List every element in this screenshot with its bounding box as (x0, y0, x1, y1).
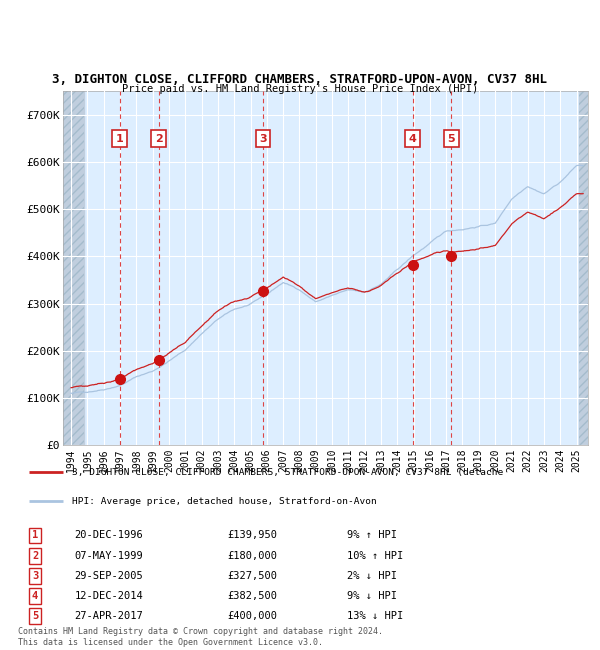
Text: 12-DEC-2014: 12-DEC-2014 (75, 591, 143, 601)
Bar (579, 91, 588, 445)
Text: 1: 1 (32, 530, 38, 541)
Text: £139,950: £139,950 (228, 530, 278, 541)
Text: 13% ↓ HPI: 13% ↓ HPI (347, 611, 403, 621)
Bar (63, 91, 84, 445)
Text: 07-MAY-1999: 07-MAY-1999 (75, 551, 143, 561)
Bar (579, 91, 588, 445)
Text: 1: 1 (116, 134, 124, 144)
Text: 10% ↑ HPI: 10% ↑ HPI (347, 551, 403, 561)
Text: £180,000: £180,000 (228, 551, 278, 561)
Text: £327,500: £327,500 (228, 571, 278, 581)
Text: 2: 2 (32, 551, 38, 561)
Text: 3, DIGHTON CLOSE, CLIFFORD CHAMBERS, STRATFORD-UPON-AVON, CV37 8HL (detache: 3, DIGHTON CLOSE, CLIFFORD CHAMBERS, STR… (72, 468, 503, 477)
Text: 3: 3 (259, 134, 266, 144)
Text: HPI: Average price, detached house, Stratford-on-Avon: HPI: Average price, detached house, Stra… (72, 497, 377, 506)
Text: £382,500: £382,500 (228, 591, 278, 601)
Text: 5: 5 (448, 134, 455, 144)
Text: 2: 2 (155, 134, 163, 144)
Text: 3: 3 (32, 571, 38, 581)
Text: 5: 5 (32, 611, 38, 621)
Bar (63, 91, 84, 445)
Text: 9% ↑ HPI: 9% ↑ HPI (347, 530, 397, 541)
Text: 29-SEP-2005: 29-SEP-2005 (75, 571, 143, 581)
Text: £400,000: £400,000 (228, 611, 278, 621)
Text: 4: 4 (32, 591, 38, 601)
Text: 3, DIGHTON CLOSE, CLIFFORD CHAMBERS, STRATFORD-UPON-AVON, CV37 8HL: 3, DIGHTON CLOSE, CLIFFORD CHAMBERS, STR… (53, 73, 548, 86)
Text: 4: 4 (409, 134, 416, 144)
Text: 9% ↓ HPI: 9% ↓ HPI (347, 591, 397, 601)
Text: 20-DEC-1996: 20-DEC-1996 (75, 530, 143, 541)
Text: Contains HM Land Registry data © Crown copyright and database right 2024.
This d: Contains HM Land Registry data © Crown c… (18, 627, 383, 647)
Text: 27-APR-2017: 27-APR-2017 (75, 611, 143, 621)
Text: Price paid vs. HM Land Registry's House Price Index (HPI): Price paid vs. HM Land Registry's House … (122, 84, 478, 94)
Text: 2% ↓ HPI: 2% ↓ HPI (347, 571, 397, 581)
